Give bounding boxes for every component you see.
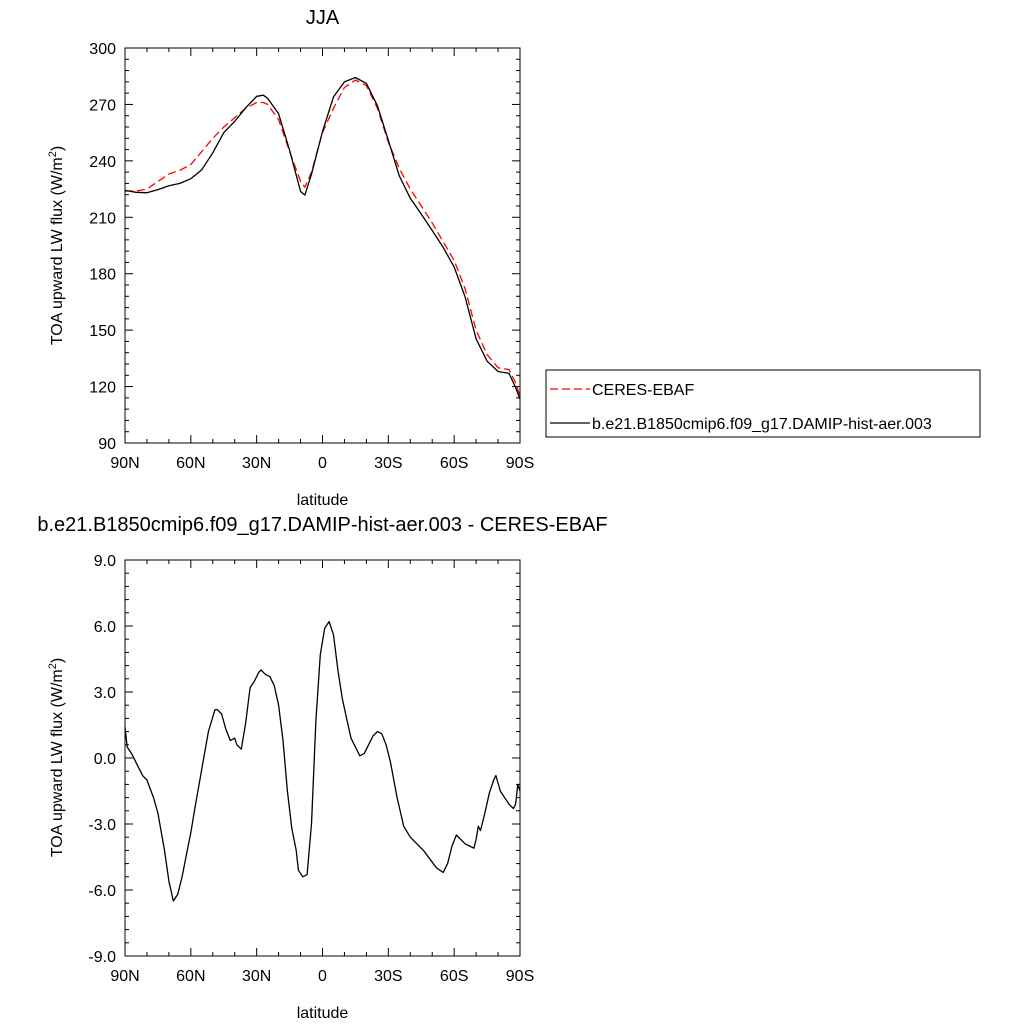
x-tick-label: 0: [318, 968, 327, 985]
y-tick-label: 0.0: [94, 751, 116, 768]
x-tick-label: 60N: [176, 455, 205, 472]
top-chart-plot-frame: [124, 47, 521, 444]
x-tick-label: 30S: [374, 455, 402, 472]
y-tick-label: 120: [89, 380, 116, 397]
x-tick-label: 90S: [506, 455, 534, 472]
top-chart-ylabel: TOA upward LW flux (W/m2): [47, 146, 66, 345]
y-tick-label: 9.0: [94, 553, 116, 570]
y-tick-label: 6.0: [94, 619, 116, 636]
bottom-chart-xlabel: latitude: [297, 1005, 349, 1022]
x-tick-label: 60S: [440, 455, 468, 472]
top-chart-ticks: [124, 47, 521, 444]
bottom-chart-plot-frame: [124, 559, 521, 957]
top-chart-ylabel-sup: 2: [47, 151, 59, 157]
y-tick-label: -9.0: [88, 949, 116, 966]
top-chart-ylabel-end: ): [49, 146, 66, 151]
y-tick-label: 180: [89, 267, 116, 284]
x-tick-label: 90S: [506, 968, 534, 985]
x-tick-label: 30N: [242, 455, 271, 472]
bottom-chart-tick-labels: 90N 60N 30N 0 30S 60S 90S -9.0 -6.0 -3.0 0.0 3.0 6.0…: [88, 553, 534, 985]
x-tick-label: 0: [318, 455, 327, 472]
bottom-chart-ylabel: TOA upward LW flux (W/m2): [47, 658, 66, 857]
y-tick-label: 150: [89, 323, 116, 340]
y-tick-label: 300: [89, 41, 116, 58]
x-tick-label: 60N: [176, 968, 205, 985]
bottom-chart-ylabel-end: ): [49, 658, 66, 663]
bottom-chart-series-line-solid: [124, 620, 521, 902]
legend-box: [545, 369, 981, 438]
y-tick-label: -3.0: [88, 817, 116, 834]
top-chart-series: [124, 76, 521, 400]
legend-label-model: b.e21.B1850cmip6.f09_g17.DAMIP-hist-aer.…: [592, 416, 932, 433]
x-tick-label: 60S: [440, 968, 468, 985]
x-tick-label: 30S: [374, 968, 402, 985]
top-chart: JJA TOA upward LW flux (W/m2) latitude 9…: [47, 7, 534, 509]
bottom-chart: b.e21.B1850cmip6.f09_g17.DAMIP-hist-aer.…: [37, 514, 607, 1022]
y-tick-label: 270: [89, 97, 116, 114]
top-chart-title: JJA: [306, 7, 340, 29]
top-chart-series-line-dashed: [125, 79, 521, 397]
bottom-chart-ylabel-main: TOA upward LW flux (W/m: [49, 669, 66, 857]
y-tick-label: 3.0: [94, 685, 116, 702]
bottom-chart-title: b.e21.B1850cmip6.f09_g17.DAMIP-hist-aer.…: [37, 514, 607, 536]
y-tick-label: -6.0: [88, 883, 116, 900]
y-tick-label: 240: [89, 154, 116, 171]
top-chart-xlabel: latitude: [297, 492, 349, 509]
bottom-chart-ticks: [124, 559, 521, 957]
legend: CERES-EBAF b.e21.B1850cmip6.f09_g17.DAMI…: [545, 369, 981, 438]
top-chart-ylabel-main: TOA upward LW flux (W/m: [49, 157, 66, 345]
y-tick-label: 210: [89, 210, 116, 227]
top-chart-tick-labels: 90N 60N 30N 0 30S 60S 90S 90 120 150 180 210 240 270 3…: [89, 41, 534, 472]
bottom-chart-series: [124, 620, 521, 902]
x-tick-label: 90N: [110, 455, 139, 472]
top-chart-series-line-solid: [124, 76, 521, 400]
legend-label-ceres-ebaf: CERES-EBAF: [592, 382, 694, 399]
y-tick-label: 90: [98, 436, 116, 453]
x-tick-label: 90N: [110, 968, 139, 985]
x-tick-label: 30N: [242, 968, 271, 985]
bottom-chart-ylabel-sup: 2: [47, 663, 59, 669]
